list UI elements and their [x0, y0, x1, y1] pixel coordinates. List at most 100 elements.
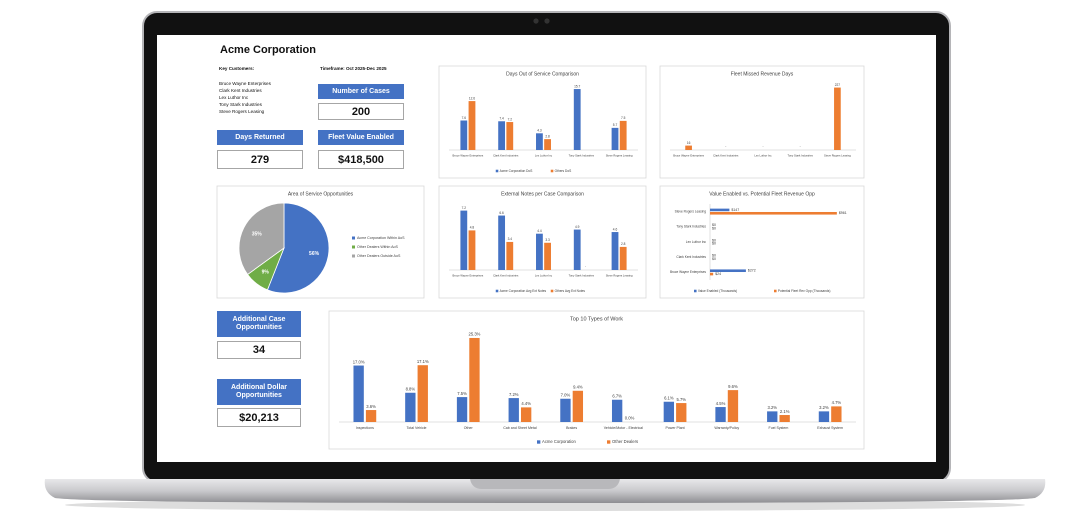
- bar: [405, 392, 416, 422]
- value-label: 2.8: [545, 134, 550, 138]
- legend-label: Other Dealers: [612, 439, 638, 444]
- bar: [506, 241, 514, 270]
- value-label: 2.1%: [780, 409, 790, 414]
- value-label: 7.6: [462, 116, 467, 120]
- bar: [619, 246, 627, 270]
- value-label: 3.4: [508, 237, 513, 241]
- chart-panel: [659, 185, 865, 299]
- x-tick-label: Exhaust System: [817, 426, 843, 430]
- y-tick-label: Lex Luthor Inc: [686, 240, 707, 244]
- kpi-value: $20,213: [217, 408, 301, 427]
- legend-swatch: [495, 289, 499, 293]
- legend-swatch: [352, 245, 355, 249]
- bar: [710, 272, 714, 276]
- value-label: 3.2%: [819, 405, 829, 410]
- value-label: 4.4: [537, 229, 542, 233]
- value-label: 7.5: [621, 116, 626, 120]
- value-label: 16: [687, 141, 691, 145]
- value-label: 227: [835, 83, 841, 87]
- kpi-label: Number of Cases: [318, 84, 404, 99]
- bar: [353, 365, 364, 422]
- chart-title: Value Enabled vs. Potential Fleet Revenu…: [709, 191, 815, 197]
- value-label: 7.2: [508, 117, 513, 121]
- pie-slice: [238, 202, 285, 276]
- kpi-label: Days Returned: [217, 130, 303, 145]
- camera: [533, 18, 539, 24]
- x-tick-label: Vehicle/Motor - Electrical: [604, 426, 643, 430]
- bar: [544, 139, 551, 150]
- value-label: 4.5%: [716, 401, 726, 406]
- value-label: $272: [748, 269, 756, 273]
- y-tick-label: Steve Rogers Leasing: [675, 209, 707, 213]
- pie-slice: [266, 202, 330, 294]
- legend-label: Other Dealers Within AoS: [357, 245, 399, 249]
- y-tick-label: Tony Stark Industries: [676, 225, 706, 229]
- x-tick-label: Total Vehicle: [407, 426, 427, 430]
- value-label: $0: [712, 226, 716, 230]
- kpi-value: $418,500: [318, 150, 404, 169]
- value-label: 4.3: [537, 129, 542, 133]
- legend-swatch: [774, 289, 777, 293]
- y-tick-label: Clark Kent Industries: [676, 255, 706, 259]
- bar: [572, 390, 584, 422]
- value-label: 4.4%: [521, 401, 531, 406]
- chart-title: Top 10 Types of Work: [570, 316, 623, 322]
- bar: [508, 398, 519, 422]
- legend-label: Acme Corporation: [542, 439, 576, 444]
- x-tick-label: Lex Luthor Inc: [754, 154, 772, 158]
- customer-list: Bruce Wayne Enterprises Clark Kent Indust…: [219, 80, 271, 115]
- value-label: $24: [715, 272, 721, 276]
- legend-swatch: [495, 169, 499, 173]
- bar: [469, 337, 480, 422]
- value-label: 4.8: [470, 226, 475, 230]
- bar: [365, 410, 377, 422]
- bar: [468, 230, 476, 270]
- x-tick-label: Clark Kent Industries: [493, 274, 519, 278]
- bar: [506, 122, 514, 150]
- y-tick-label: Bruce Wayne Enterprises: [670, 270, 706, 274]
- chart-title: Days Out of Service Comparison: [506, 71, 579, 77]
- x-tick-label: Other: [464, 426, 474, 430]
- kpi-label: Additional Case Opportunities: [217, 311, 301, 337]
- bar: [498, 215, 506, 270]
- bar: [831, 406, 842, 422]
- chart-title: Fleet Missed Revenue Days: [731, 71, 794, 77]
- customer: Steve Rogers Leasing: [219, 109, 265, 114]
- value-label: 9.4%: [573, 385, 583, 390]
- value-label: 7.0%: [561, 392, 571, 397]
- value-label: 7.2%: [509, 392, 519, 397]
- bar: [520, 407, 532, 422]
- value-label: 9.6%: [728, 384, 738, 389]
- value-label: $0: [712, 242, 716, 246]
- x-tick-label: Steve Rogers Leasing: [606, 154, 633, 158]
- legend-label: Potential Fleet Rev Opp (Thousands): [778, 289, 831, 293]
- value-label: 0.0%: [625, 416, 635, 421]
- legend-label: Value Enabled (Thousands): [698, 289, 737, 293]
- key-customers-label: Key Customers:: [219, 66, 255, 71]
- x-tick-label: Tony Stark Industries: [569, 154, 595, 158]
- bar: [498, 121, 506, 150]
- value-label: 35%: [252, 231, 263, 237]
- value-label: -: [725, 144, 726, 148]
- value-label: $147: [731, 208, 739, 212]
- value-label: -: [762, 144, 763, 148]
- kpi-value: 279: [217, 150, 303, 169]
- legend-swatch: [550, 289, 554, 293]
- bar: [417, 365, 428, 422]
- x-tick-label: Lex Luthor Inc: [535, 154, 553, 158]
- chart-title: Area of Service Opportunities: [288, 191, 354, 197]
- kpi-value: 34: [217, 341, 301, 359]
- bar: [685, 145, 692, 150]
- bar: [727, 390, 739, 422]
- value-label: 9%: [262, 270, 270, 276]
- x-tick-label: Warranty/Policy: [714, 426, 739, 430]
- bar: [710, 269, 746, 273]
- bar: [536, 133, 543, 150]
- legend-swatch: [694, 289, 697, 293]
- bar: [818, 411, 830, 422]
- dashboard-title: Acme Corporation: [220, 44, 316, 56]
- bar: [468, 101, 476, 150]
- laptop-base: [44, 479, 1046, 503]
- x-tick-label: Tony Stark Industries: [788, 154, 814, 158]
- value-label: -: [585, 264, 586, 268]
